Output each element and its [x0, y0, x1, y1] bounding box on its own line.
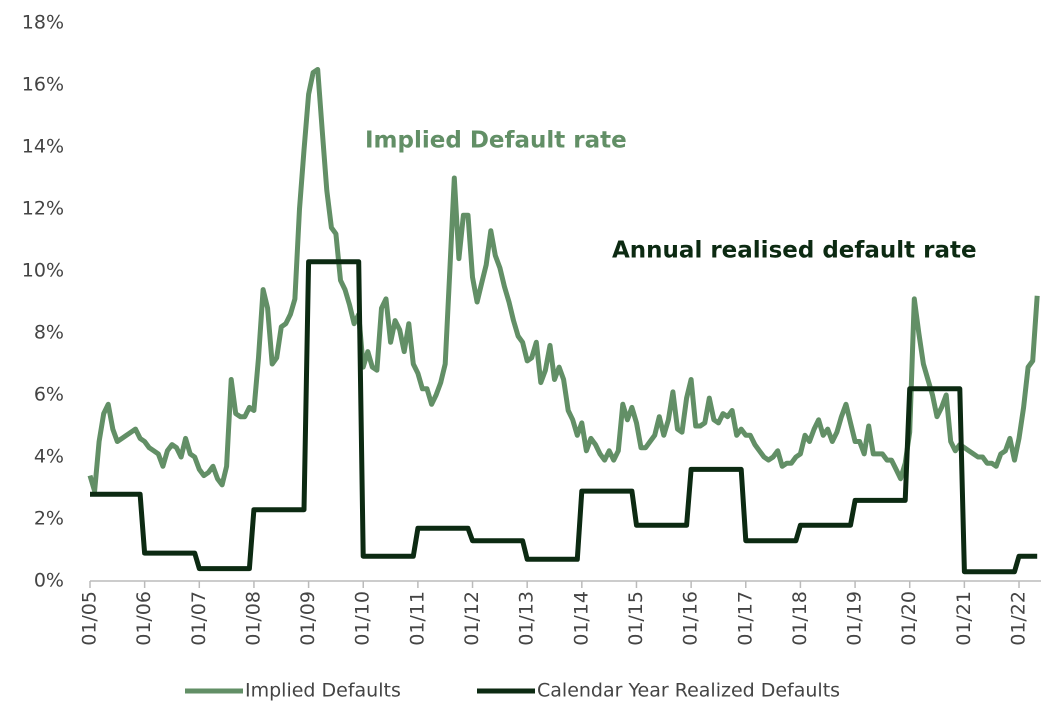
x-tick-label: 01/08 — [242, 591, 264, 646]
y-tick-label: 14% — [22, 136, 64, 158]
x-tick-label: 01/19 — [844, 591, 866, 646]
x-tick-label: 01/14 — [570, 591, 592, 646]
annotation: Annual realised default rate — [612, 238, 977, 264]
x-tick-label: 01/18 — [789, 591, 811, 646]
y-tick-label: 16% — [22, 74, 64, 96]
legend-label: Implied Defaults — [245, 680, 401, 702]
y-tick-label: 18% — [22, 12, 64, 34]
x-tick-label: 01/12 — [461, 591, 483, 646]
annotation: Implied Default rate — [365, 128, 627, 154]
y-tick-label: 10% — [22, 260, 64, 282]
x-tick-label: 01/16 — [680, 591, 702, 646]
x-tick-label: 01/21 — [953, 591, 975, 646]
y-tick-label: 8% — [34, 322, 64, 344]
x-tick-label: 01/17 — [734, 591, 756, 646]
x-tick-label: 01/06 — [133, 591, 155, 646]
legend-label: Calendar Year Realized Defaults — [537, 680, 840, 702]
y-tick-label: 4% — [34, 446, 64, 468]
y-tick-label: 6% — [34, 384, 64, 406]
x-tick-label: 01/13 — [516, 591, 538, 646]
x-tick-label: 01/15 — [625, 591, 647, 646]
y-tick-label: 12% — [22, 198, 64, 220]
line — [87, 67, 1040, 494]
y-tick-label: 0% — [34, 570, 64, 592]
x-tick-label: 01/20 — [898, 591, 920, 646]
x-tick-label: 01/07 — [188, 591, 210, 646]
x-tick-label: 01/10 — [352, 591, 374, 646]
line — [90, 259, 1038, 575]
x-tick-label: 01/09 — [297, 591, 319, 646]
y-tick-label: 2% — [34, 508, 64, 530]
x-tick-label: 01/22 — [1008, 591, 1030, 646]
x-tick-label: 01/11 — [406, 591, 428, 646]
x-tick-label: 01/05 — [79, 591, 101, 646]
